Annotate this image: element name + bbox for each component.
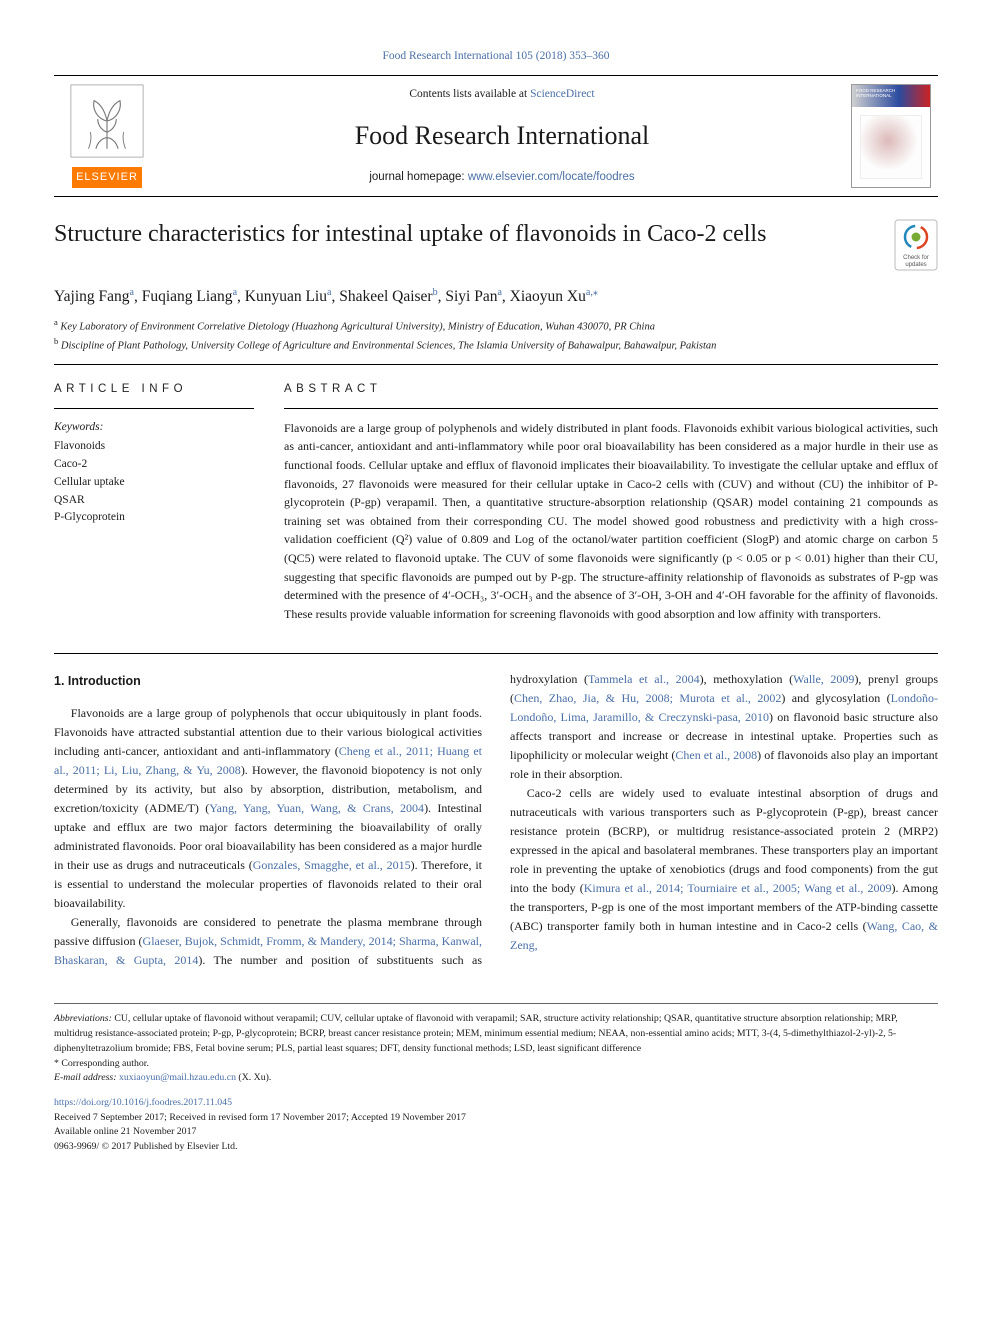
issue-link[interactable]: Food Research International 105 (2018) 3… — [382, 50, 609, 62]
citation-link[interactable]: Chen, Zhao, Jia, & Hu, 2008; Murota et a… — [514, 691, 781, 705]
homepage-line: journal homepage: www.elsevier.com/locat… — [369, 169, 634, 186]
citation-link[interactable]: Yang, Yang, Yuan, Wang, & Crans, 2004 — [209, 801, 424, 815]
affiliation-a: a Key Laboratory of Environment Correlat… — [54, 316, 938, 335]
homepage-link[interactable]: www.elsevier.com/locate/foodres — [468, 171, 635, 183]
contents-prefix: Contents lists available at — [409, 88, 530, 100]
journal-name: Food Research International — [355, 116, 650, 155]
divider — [54, 653, 938, 654]
publisher-logo-cell: ELSEVIER — [54, 76, 160, 196]
copyright-line: 0963-9969/ © 2017 Published by Elsevier … — [54, 1140, 938, 1155]
keywords-list: Flavonoids Caco-2 Cellular uptake QSAR P… — [54, 438, 254, 527]
header-center: Contents lists available at ScienceDirec… — [160, 76, 844, 196]
divider — [54, 408, 254, 409]
elsevier-tree-icon — [70, 84, 144, 158]
email-link[interactable]: xuxiaoyun@mail.hzau.edu.cn — [119, 1072, 236, 1083]
keyword: QSAR — [54, 492, 254, 510]
cover-cell: FOOD RESEARCH INTERNATIONAL — [844, 76, 938, 196]
citation-link[interactable]: Tammela et al., 2004 — [588, 672, 700, 686]
citation-link[interactable]: Chen et al., 2008 — [675, 748, 757, 762]
keyword: Caco-2 — [54, 456, 254, 474]
abstract-column: ABSTRACT Flavonoids are a large group of… — [284, 381, 938, 624]
keyword: P-Glycoprotein — [54, 509, 254, 527]
elsevier-wordmark: ELSEVIER — [72, 167, 142, 188]
article-info-head: ARTICLE INFO — [54, 381, 254, 398]
cover-label: FOOD RESEARCH INTERNATIONAL — [856, 89, 926, 99]
keyword: Cellular uptake — [54, 474, 254, 492]
paragraph: Flavonoids are a large group of polyphen… — [54, 704, 482, 912]
available-line: Available online 21 November 2017 — [54, 1125, 938, 1140]
abbreviations: Abbreviations: CU, cellular uptake of fl… — [54, 1012, 938, 1056]
author-list: Yajing Fanga, Fuqiang Lianga, Kunyuan Li… — [54, 285, 938, 308]
paragraph: Caco-2 cells are widely used to evaluate… — [510, 784, 938, 955]
footer-meta: https://doi.org/10.1016/j.foodres.2017.1… — [54, 1096, 938, 1155]
section-heading: 1. Introduction — [54, 672, 482, 692]
citation-link[interactable]: Kimura et al., 2014; Tourniaire et al., … — [584, 881, 892, 895]
divider — [284, 408, 938, 409]
issue-citation: Food Research International 105 (2018) 3… — [54, 48, 938, 65]
received-line: Received 7 September 2017; Received in r… — [54, 1111, 938, 1126]
divider — [54, 364, 938, 365]
journal-cover-thumb: FOOD RESEARCH INTERNATIONAL — [851, 84, 931, 188]
sciencedirect-link[interactable]: ScienceDirect — [530, 88, 595, 100]
corresponding-note: * Corresponding author. — [54, 1057, 938, 1072]
contents-line: Contents lists available at ScienceDirec… — [409, 86, 594, 103]
journal-header: ELSEVIER Contents lists available at Sci… — [54, 75, 938, 197]
body-text: 1. Introduction Flavonoids are a large g… — [54, 670, 938, 969]
affiliations: a Key Laboratory of Environment Correlat… — [54, 316, 938, 353]
citation-link[interactable]: Walle, 2009 — [793, 672, 854, 686]
keyword: Flavonoids — [54, 438, 254, 456]
footer: Abbreviations: CU, cellular uptake of fl… — [54, 1003, 938, 1154]
check-updates-badge[interactable]: Check for updates — [894, 219, 938, 271]
citation-link[interactable]: Gonzales, Smagghe, et al., 2015 — [253, 858, 411, 872]
article-title: Structure characteristics for intestinal… — [54, 219, 882, 250]
email-line: E-mail address: xuxiaoyun@mail.hzau.edu.… — [54, 1071, 938, 1086]
svg-text:updates: updates — [905, 262, 926, 268]
abstract-body: Flavonoids are a large group of polyphen… — [284, 419, 938, 624]
affiliation-b: b Discipline of Plant Pathology, Univers… — [54, 335, 938, 354]
abstract-head: ABSTRACT — [284, 381, 938, 398]
doi-link[interactable]: https://doi.org/10.1016/j.foodres.2017.1… — [54, 1097, 232, 1108]
homepage-prefix: journal homepage: — [369, 171, 467, 183]
article-info-column: ARTICLE INFO Keywords: Flavonoids Caco-2… — [54, 381, 254, 624]
keywords-head: Keywords: — [54, 419, 254, 436]
svg-text:Check for: Check for — [903, 255, 929, 261]
